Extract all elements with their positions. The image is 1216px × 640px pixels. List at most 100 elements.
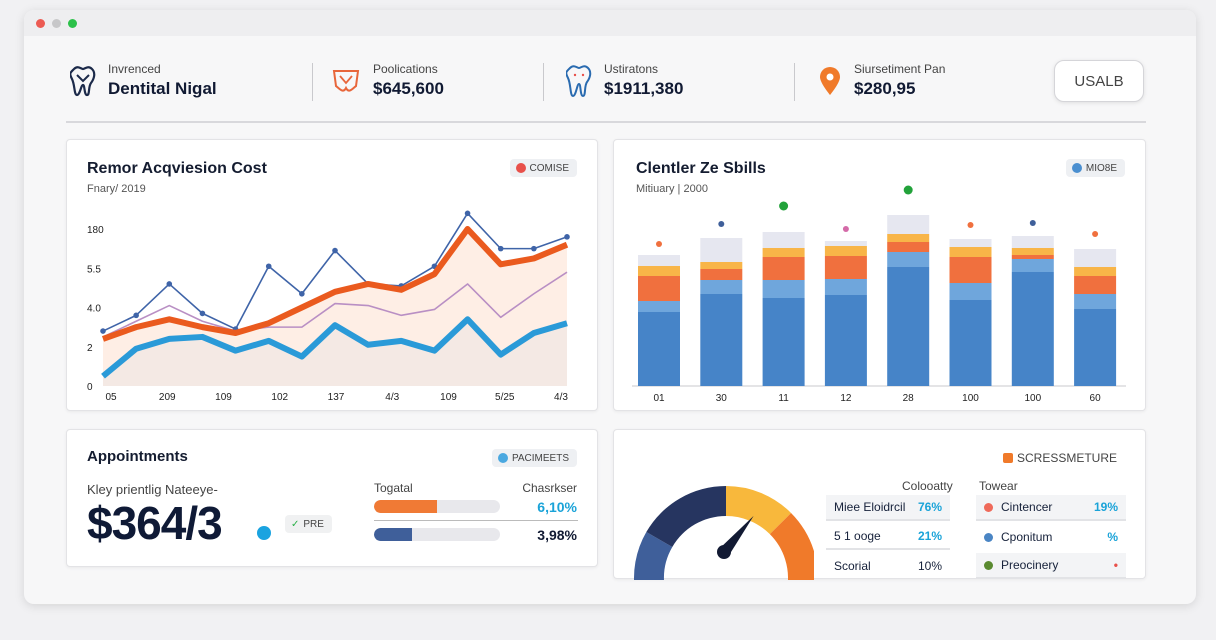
bar-segment: [638, 312, 680, 386]
bar-segment: [700, 262, 743, 269]
maximize-button[interactable]: [68, 19, 77, 28]
bar-segment: [824, 279, 867, 295]
progress-value: 3,98%: [537, 527, 577, 543]
bar-segment: [949, 283, 992, 300]
kpi-label: Invrenced: [108, 62, 161, 76]
data-point: [299, 290, 305, 297]
bar-segment: [824, 295, 867, 386]
bar-segment: [638, 301, 680, 312]
stacked-bar-card: Clentler Ze Sbills Mitiuary | 2000 MIO8E…: [613, 139, 1146, 411]
bar-segment: [1011, 236, 1054, 248]
bar-segment: [1074, 249, 1117, 267]
close-button[interactable]: [36, 19, 45, 28]
bar-segment: [700, 269, 743, 280]
row-label: Cintencer: [1001, 500, 1053, 514]
tooth-icon: [566, 64, 592, 97]
y-tick-label: 2: [87, 343, 93, 354]
chip-label: PACIMEETS: [511, 452, 569, 464]
x-tick-label: 109: [215, 392, 232, 403]
legend-dot-icon: [984, 502, 993, 512]
row-value: 76%: [917, 500, 942, 514]
legend-dot-icon: [984, 560, 993, 570]
bar-segment: [1011, 255, 1054, 259]
x-tick-label: 100: [1024, 393, 1041, 404]
bar-segment: [949, 257, 992, 283]
bar-segment: [1074, 267, 1117, 276]
card-subtitle: Fnary/ 2019: [87, 183, 146, 195]
filter-chip[interactable]: PACIMEETS: [491, 449, 577, 467]
marker-dot: [656, 241, 662, 247]
kpi-3: Ustiratons $1911,380: [566, 62, 683, 99]
data-point: [564, 234, 570, 240]
row-label: Cponitum: [1001, 530, 1053, 544]
bar-segment: [700, 238, 743, 262]
gauge-needle: [718, 515, 754, 555]
score-row: 5 1 ooge 21%: [826, 524, 950, 550]
x-tick-label: 05: [105, 392, 117, 403]
acquisition-cost-card: Remor Acqviesion Cost Fnary/ 2019 COMISE…: [66, 139, 598, 411]
x-tick-label: 4/3: [385, 392, 399, 403]
gauge-hub: [717, 545, 731, 559]
kpi-4: Siursetiment Pan $280,95: [818, 62, 945, 99]
marker-dot: [718, 221, 725, 227]
bar-segment: [824, 246, 867, 256]
column-header: Chasrkser: [522, 481, 577, 495]
data-point: [497, 245, 504, 252]
kpi-value: $645,600: [373, 79, 444, 98]
column-header: Colooatty: [902, 479, 953, 493]
bar-segment: [824, 241, 867, 246]
bar-segment: [700, 294, 743, 386]
gauge-segment: [634, 532, 673, 580]
row-divider: [374, 520, 578, 521]
minimize-button[interactable]: [52, 19, 61, 28]
x-tick-label: 30: [716, 393, 728, 404]
status-dot-icon: [515, 163, 526, 173]
virus-icon: [1071, 163, 1082, 173]
divider: [312, 63, 313, 101]
trend-badge: ✓ PRE: [285, 515, 332, 533]
metric-label: Kley prientlig Nateeye-: [87, 482, 218, 497]
check-icon: ✓: [291, 518, 300, 530]
data-point: [166, 281, 173, 287]
x-tick-label: 109: [440, 392, 457, 403]
filter-chip[interactable]: MIO8E: [1065, 159, 1125, 177]
map-pin-icon: [820, 66, 840, 95]
filter-chip[interactable]: COMISE: [509, 159, 577, 177]
filter-chip[interactable]: SCRESSMETURE: [996, 449, 1125, 467]
progress-bar: [374, 528, 500, 541]
bar-segment: [1074, 276, 1117, 294]
bar-segment: [1074, 294, 1117, 309]
bar-segment: [762, 248, 805, 257]
row-value: 19%: [1093, 500, 1118, 514]
row-value: 10%: [917, 559, 942, 573]
bar-segment: [887, 215, 930, 234]
bar-segment: [762, 280, 805, 298]
marker-dot: [967, 222, 974, 228]
info-icon[interactable]: [257, 526, 271, 540]
marker-dot: [842, 226, 849, 232]
series-line: [101, 226, 569, 342]
data-point: [199, 310, 206, 317]
header-action-button[interactable]: USALB: [1054, 60, 1144, 102]
progress-fill: [374, 528, 412, 541]
x-tick-label: 28: [903, 393, 915, 404]
y-tick-label: 5.5: [87, 264, 101, 275]
data-point: [100, 328, 106, 334]
bar-segment: [949, 300, 992, 386]
divider: [794, 63, 795, 101]
column-header: Togatal: [374, 481, 413, 495]
series-line: [102, 271, 568, 338]
bar-segment: [1074, 309, 1117, 386]
x-tick-label: 11: [778, 393, 789, 404]
x-tick-label: 5/25: [495, 392, 515, 403]
bar-segment: [887, 267, 930, 386]
appointments-card: Appointments PACIMEETS Kley prientlig Na…: [66, 429, 598, 567]
series-line: [101, 316, 568, 379]
divider: [543, 63, 544, 101]
chip-label: SCRESSMETURE: [1016, 451, 1117, 465]
gauge-chart: [634, 486, 814, 580]
data-point: [133, 312, 139, 319]
row-value: %: [1107, 530, 1118, 544]
gauge-segment: [726, 486, 792, 535]
data-point: [265, 263, 272, 270]
